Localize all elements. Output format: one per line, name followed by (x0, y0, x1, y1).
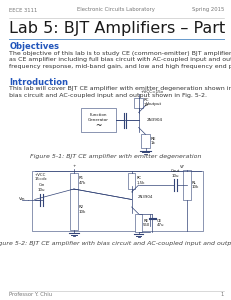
Text: The objective of this lab is to study CE (common-emitter) BJT amplifier with emi: The objective of this lab is to study CE… (9, 51, 231, 69)
Text: 2N3904: 2N3904 (137, 195, 153, 199)
Bar (32, 171, 203, 231)
Text: VY: VY (180, 166, 185, 170)
Text: CE
47u: CE 47u (157, 219, 164, 227)
Text: Cout
10u: Cout 10u (171, 169, 180, 178)
Text: Spring 2015: Spring 2015 (192, 8, 224, 13)
Text: Function: Function (89, 113, 107, 118)
Text: 2N3904: 2N3904 (146, 118, 162, 122)
Text: RL
10k: RL 10k (192, 181, 199, 189)
Text: RE
560: RE 560 (143, 219, 150, 227)
Text: Objectives: Objectives (9, 42, 59, 51)
Text: Vin: Vin (18, 197, 25, 202)
Bar (81, 108, 116, 132)
Text: Voutput: Voutput (146, 102, 162, 106)
Text: Professor Y. Chiu: Professor Y. Chiu (9, 292, 52, 298)
Text: +VCC
15=dc: +VCC 15=dc (35, 172, 47, 181)
Text: R1
47k: R1 47k (79, 176, 86, 185)
Text: Electronic Circuits Laboratory: Electronic Circuits Laboratory (76, 8, 155, 13)
Text: +: + (72, 164, 76, 168)
Bar (135, 214, 142, 232)
Text: ~: ~ (95, 121, 101, 130)
Text: RC
1.5k: RC 1.5k (136, 176, 145, 185)
Text: Cin
10u: Cin 10u (38, 183, 45, 192)
Bar (70, 172, 78, 189)
Text: R2
10k: R2 10k (79, 205, 86, 214)
Text: +VCC=15v: +VCC=15v (141, 90, 164, 94)
Bar (134, 98, 143, 108)
Text: Generator: Generator (88, 118, 109, 122)
Text: Figure 5-1: BJT CE amplifier with emitter degeneration: Figure 5-1: BJT CE amplifier with emitte… (30, 154, 201, 159)
Text: EECE 3111: EECE 3111 (9, 8, 38, 13)
Text: RE
1k: RE 1k (151, 137, 156, 146)
Bar (128, 172, 135, 189)
Bar (183, 170, 191, 200)
Text: 1: 1 (221, 292, 224, 298)
Text: Introduction: Introduction (9, 78, 68, 87)
Text: This lab will cover BJT CE amplifier with emitter degeneration shown in Fig. 5-1: This lab will cover BJT CE amplifier wit… (9, 86, 231, 98)
Text: Lab 5: BJT Amplifiers – Part II: Lab 5: BJT Amplifiers – Part II (9, 21, 231, 36)
Bar (141, 134, 150, 148)
Text: RC
1k: RC 1k (144, 98, 149, 107)
Text: Figure 5-2: BJT CE amplifier with bias circuit and AC-coupled input and output: Figure 5-2: BJT CE amplifier with bias c… (0, 242, 231, 247)
Bar (70, 189, 78, 230)
